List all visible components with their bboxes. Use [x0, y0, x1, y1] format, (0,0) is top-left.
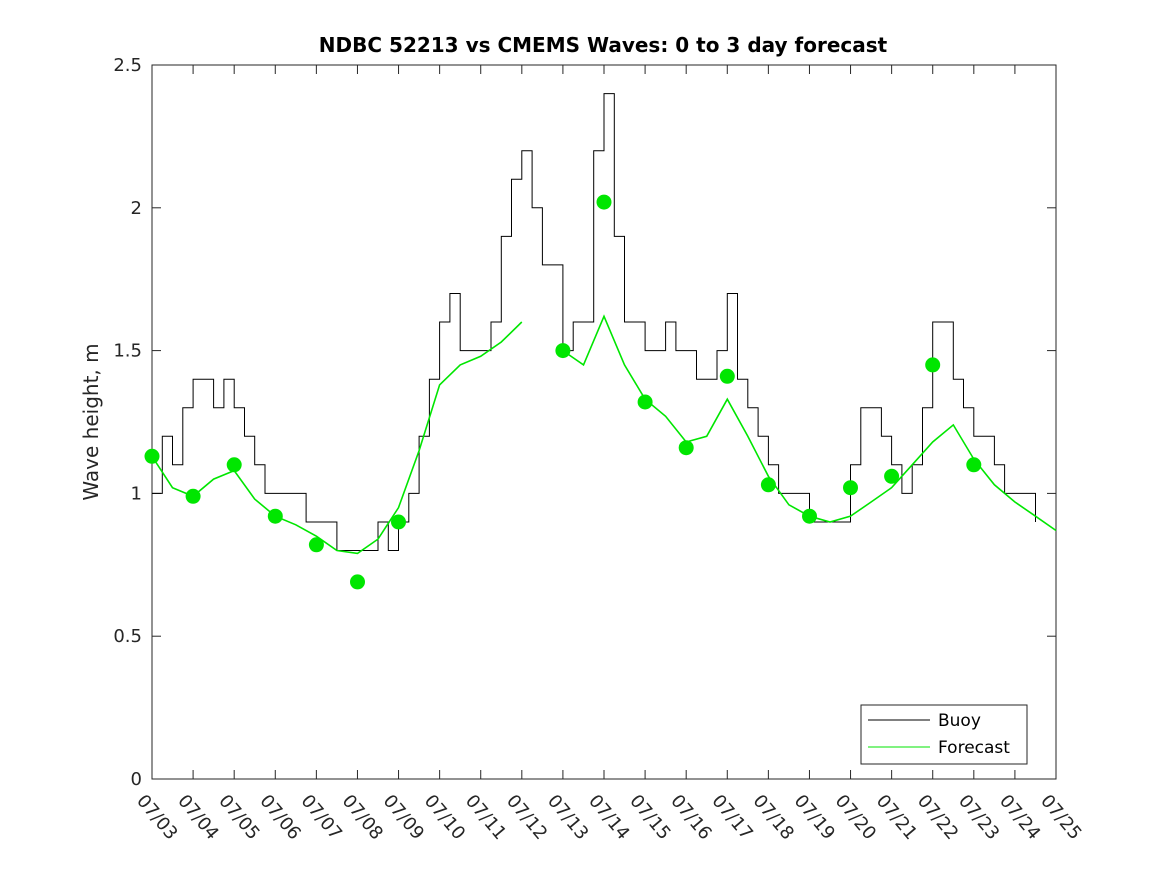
buoy-line — [152, 93, 1036, 551]
y-tick-label: 0.5 — [113, 626, 142, 647]
y-axis: 0 0.5 1 1.5 2 2.5 — [113, 55, 1056, 790]
chart-title: NDBC 52213 vs CMEMS Waves: 0 to 3 day fo… — [319, 33, 888, 57]
y-tick-label: 1 — [131, 483, 142, 504]
forecast-marker — [925, 357, 941, 373]
y-axis-label: Wave height, m — [79, 343, 103, 500]
legend-label-buoy: Buoy — [938, 711, 981, 731]
forecast-marker — [267, 508, 283, 524]
legend: Buoy Forecast — [860, 704, 1028, 765]
y-tick-label: 0 — [131, 769, 142, 790]
y-tick-label: 2.5 — [113, 55, 142, 76]
forecast-marker — [185, 488, 201, 504]
forecast-markers — [144, 194, 982, 590]
forecast-marker — [802, 508, 817, 524]
legend-label-forecast: Forecast — [938, 738, 1010, 758]
forecast-marker — [966, 457, 982, 473]
legend-box — [860, 704, 1028, 765]
forecast-marker — [760, 477, 776, 493]
forecast-marker — [350, 574, 365, 590]
forecast-marker — [637, 394, 653, 410]
forecast-marker — [308, 537, 324, 553]
forecast-marker — [226, 457, 242, 473]
forecast-marker — [884, 468, 900, 484]
y-tick-label: 2 — [131, 198, 142, 219]
forecast-marker — [719, 368, 735, 384]
forecast-marker — [596, 194, 612, 210]
forecast-marker — [144, 448, 160, 464]
forecast-marker — [843, 480, 858, 496]
forecast-marker — [678, 440, 694, 456]
y-tick-label: 1.5 — [113, 341, 142, 362]
forecast-marker — [391, 514, 406, 530]
forecast-marker — [555, 343, 571, 359]
